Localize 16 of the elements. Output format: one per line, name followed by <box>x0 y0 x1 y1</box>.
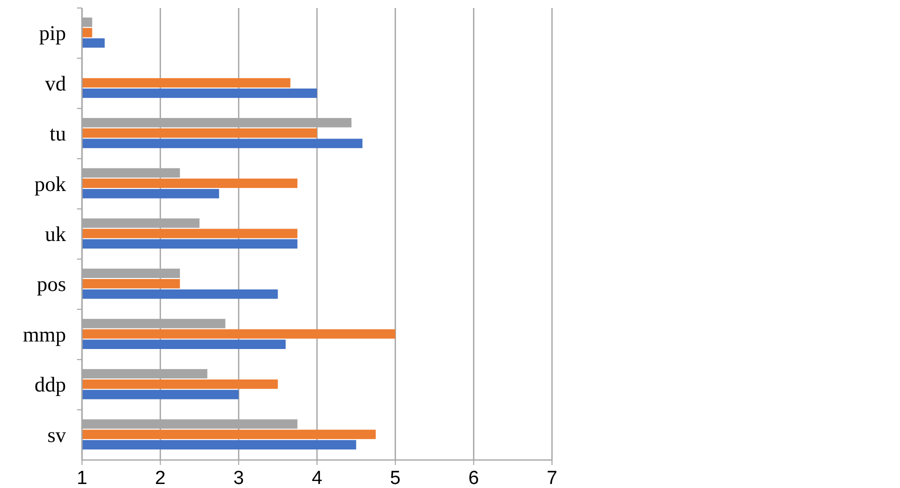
y-tick-label: pip <box>39 21 66 46</box>
x-tick-label: 3 <box>233 468 244 488</box>
y-tick-label: vd <box>45 71 66 96</box>
x-tick-label: 1 <box>76 468 88 488</box>
x-tick-label: 2 <box>155 468 166 488</box>
y-tick-label: uk <box>45 222 66 246</box>
y-tick-label: ddp <box>34 372 66 397</box>
x-tick-label: 5 <box>390 468 401 488</box>
y-tick-label: sv <box>47 422 66 447</box>
x-tick-label: 4 <box>312 468 323 488</box>
y-tick-label: tu <box>50 122 66 146</box>
y-tick-label: pos <box>36 272 66 296</box>
x-tick-label: 7 <box>546 468 558 488</box>
x-tick-label: 6 <box>468 468 479 488</box>
y-tick-label: mmp <box>22 322 66 346</box>
y-tick-label: pok <box>34 172 66 196</box>
